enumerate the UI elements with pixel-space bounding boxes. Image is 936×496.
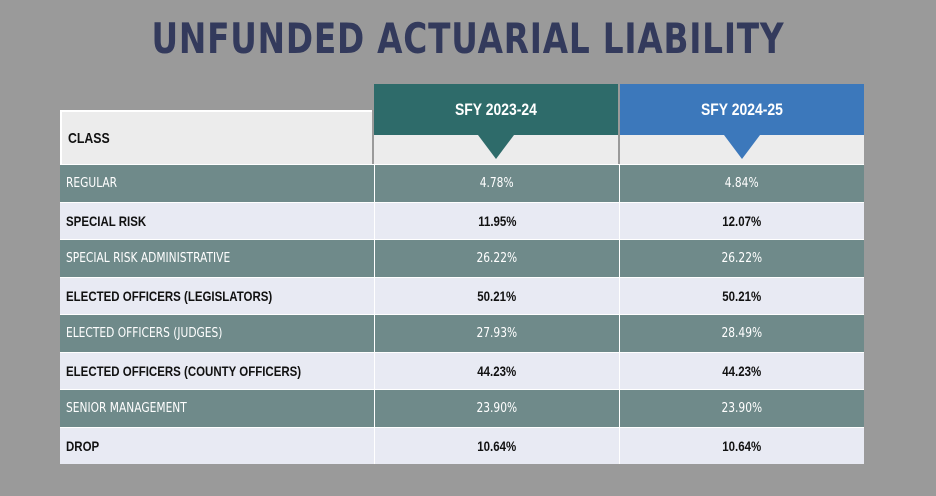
col2-header-label: SFY 2024-25 (701, 99, 783, 119)
sfy-2023-24-value: 4.78% (480, 175, 514, 191)
sfy-2023-24-value: 50.21% (477, 287, 517, 304)
table-row: ELECTED OFFICERS (COUNTY OFFICERS) 44.23… (60, 351, 864, 390)
table-row: SPECIAL RISK 11.95% 12.07% (60, 201, 864, 240)
sfy-2023-24-cell: 10.64% (374, 427, 619, 464)
sfy-2023-24-cell: 26.22% (374, 240, 619, 277)
sfy-2023-24-cell: 23.90% (374, 390, 619, 427)
class-name: SPECIAL RISK ADMINISTRATIVE (66, 250, 231, 266)
sfy-2023-24-value: 44.23% (477, 362, 517, 379)
class-name-cell: SPECIAL RISK ADMINISTRATIVE (60, 240, 374, 277)
sfy-2023-24-value: 26.22% (476, 250, 518, 266)
sfy-2024-25-cell: 26.22% (619, 240, 864, 277)
sfy-2024-25-cell: 4.84% (619, 165, 864, 202)
sfy-2024-25-value: 44.23% (722, 362, 762, 379)
sfy-2024-25-value: 10.64% (722, 437, 762, 454)
class-name: REGULAR (66, 175, 118, 191)
sfy-2023-24-value: 23.90% (476, 400, 518, 416)
class-name: SENIOR MANAGEMENT (66, 400, 187, 416)
col2-header-tab: SFY 2024-25 (620, 84, 864, 159)
class-name: ELECTED OFFICERS (LEGISLATORS) (66, 287, 273, 304)
table-row: SENIOR MANAGEMENT 23.90% 23.90% (60, 389, 864, 427)
class-name: ELECTED OFFICERS (COUNTY OFFICERS) (66, 362, 302, 379)
class-name-cell: ELECTED OFFICERS (COUNTY OFFICERS) (60, 353, 374, 390)
sfy-2024-25-cell: 50.21% (619, 277, 864, 314)
sfy-2023-24-cell: 11.95% (374, 202, 619, 239)
class-name-cell: ELECTED OFFICERS (JUDGES) (60, 315, 374, 352)
table-row: SPECIAL RISK ADMINISTRATIVE 26.22% 26.22… (60, 239, 864, 277)
sfy-2023-24-value: 11.95% (477, 212, 517, 229)
col1-header-tab: SFY 2023-24 (374, 84, 618, 159)
sfy-2023-24-value: 10.64% (477, 437, 517, 454)
sfy-2023-24-value: 27.93% (476, 325, 518, 341)
sfy-2023-24-cell: 4.78% (374, 165, 619, 202)
class-name-cell: SENIOR MANAGEMENT (60, 390, 374, 427)
sfy-2024-25-value: 28.49% (721, 325, 763, 341)
sfy-2023-24-cell: 44.23% (374, 352, 619, 389)
class-name: SPECIAL RISK (66, 212, 147, 229)
class-header-cell: CLASS (60, 110, 372, 164)
sfy-2024-25-cell: 12.07% (619, 202, 864, 239)
table-row: DROP 10.64% 10.64% (60, 426, 864, 465)
sfy-2024-25-cell: 28.49% (619, 315, 864, 352)
class-header-label: CLASS (68, 130, 110, 147)
sfy-2024-25-value: 50.21% (722, 287, 762, 304)
class-name-cell: REGULAR (60, 165, 374, 202)
sfy-2024-25-cell: 10.64% (619, 427, 864, 464)
table-row: REGULAR 4.78% 4.84% (60, 164, 864, 202)
page-title: UNFUNDED ACTUARIAL LIABILITY (151, 14, 785, 63)
sfy-2024-25-value: 23.90% (721, 400, 763, 416)
sfy-2024-25-value: 26.22% (721, 250, 763, 266)
sfy-2024-25-cell: 44.23% (619, 352, 864, 389)
class-name: DROP (66, 437, 100, 454)
liability-table: REGULAR 4.78% 4.84% SPECIAL RISK 11.95% … (60, 164, 864, 464)
sfy-2023-24-cell: 27.93% (374, 315, 619, 352)
class-name: ELECTED OFFICERS (JUDGES) (66, 325, 223, 341)
sfy-2024-25-cell: 23.90% (619, 390, 864, 427)
table-row: ELECTED OFFICERS (LEGISLATORS) 50.21% 50… (60, 276, 864, 315)
sfy-2023-24-cell: 50.21% (374, 277, 619, 314)
sfy-2024-25-value: 12.07% (722, 212, 762, 229)
class-name-cell: ELECTED OFFICERS (LEGISLATORS) (60, 278, 374, 315)
sfy-2024-25-value: 4.84% (725, 175, 759, 191)
col1-header-label: SFY 2023-24 (455, 99, 537, 119)
table-row: ELECTED OFFICERS (JUDGES) 27.93% 28.49% (60, 314, 864, 352)
class-name-cell: SPECIAL RISK (60, 203, 374, 240)
class-name-cell: DROP (60, 428, 374, 465)
